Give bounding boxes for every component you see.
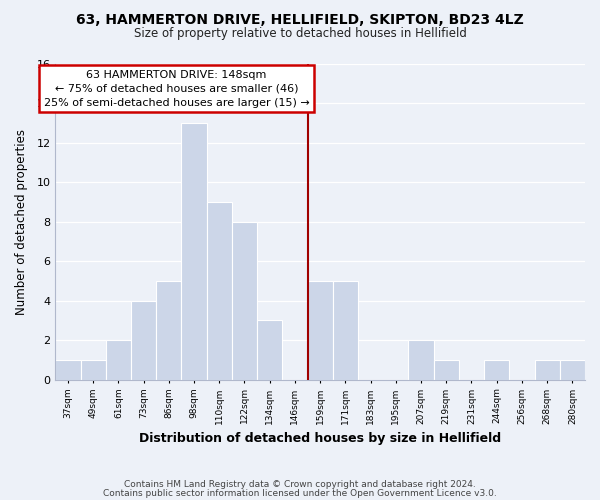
Bar xyxy=(257,320,283,380)
Bar xyxy=(560,360,585,380)
Bar xyxy=(409,340,434,380)
Bar xyxy=(55,360,80,380)
Bar xyxy=(80,360,106,380)
Y-axis label: Number of detached properties: Number of detached properties xyxy=(15,129,28,315)
Bar xyxy=(206,202,232,380)
Text: Contains HM Land Registry data © Crown copyright and database right 2024.: Contains HM Land Registry data © Crown c… xyxy=(124,480,476,489)
Bar xyxy=(535,360,560,380)
Bar xyxy=(333,281,358,380)
Bar xyxy=(156,281,181,380)
X-axis label: Distribution of detached houses by size in Hellifield: Distribution of detached houses by size … xyxy=(139,432,501,445)
Text: Contains public sector information licensed under the Open Government Licence v3: Contains public sector information licen… xyxy=(103,490,497,498)
Bar xyxy=(232,222,257,380)
Text: 63 HAMMERTON DRIVE: 148sqm
← 75% of detached houses are smaller (46)
25% of semi: 63 HAMMERTON DRIVE: 148sqm ← 75% of deta… xyxy=(44,70,309,108)
Bar xyxy=(308,281,333,380)
Bar xyxy=(181,123,206,380)
Text: Size of property relative to detached houses in Hellifield: Size of property relative to detached ho… xyxy=(134,28,466,40)
Bar xyxy=(106,340,131,380)
Text: 63, HAMMERTON DRIVE, HELLIFIELD, SKIPTON, BD23 4LZ: 63, HAMMERTON DRIVE, HELLIFIELD, SKIPTON… xyxy=(76,12,524,26)
Bar xyxy=(484,360,509,380)
Bar xyxy=(131,300,156,380)
Bar xyxy=(434,360,459,380)
